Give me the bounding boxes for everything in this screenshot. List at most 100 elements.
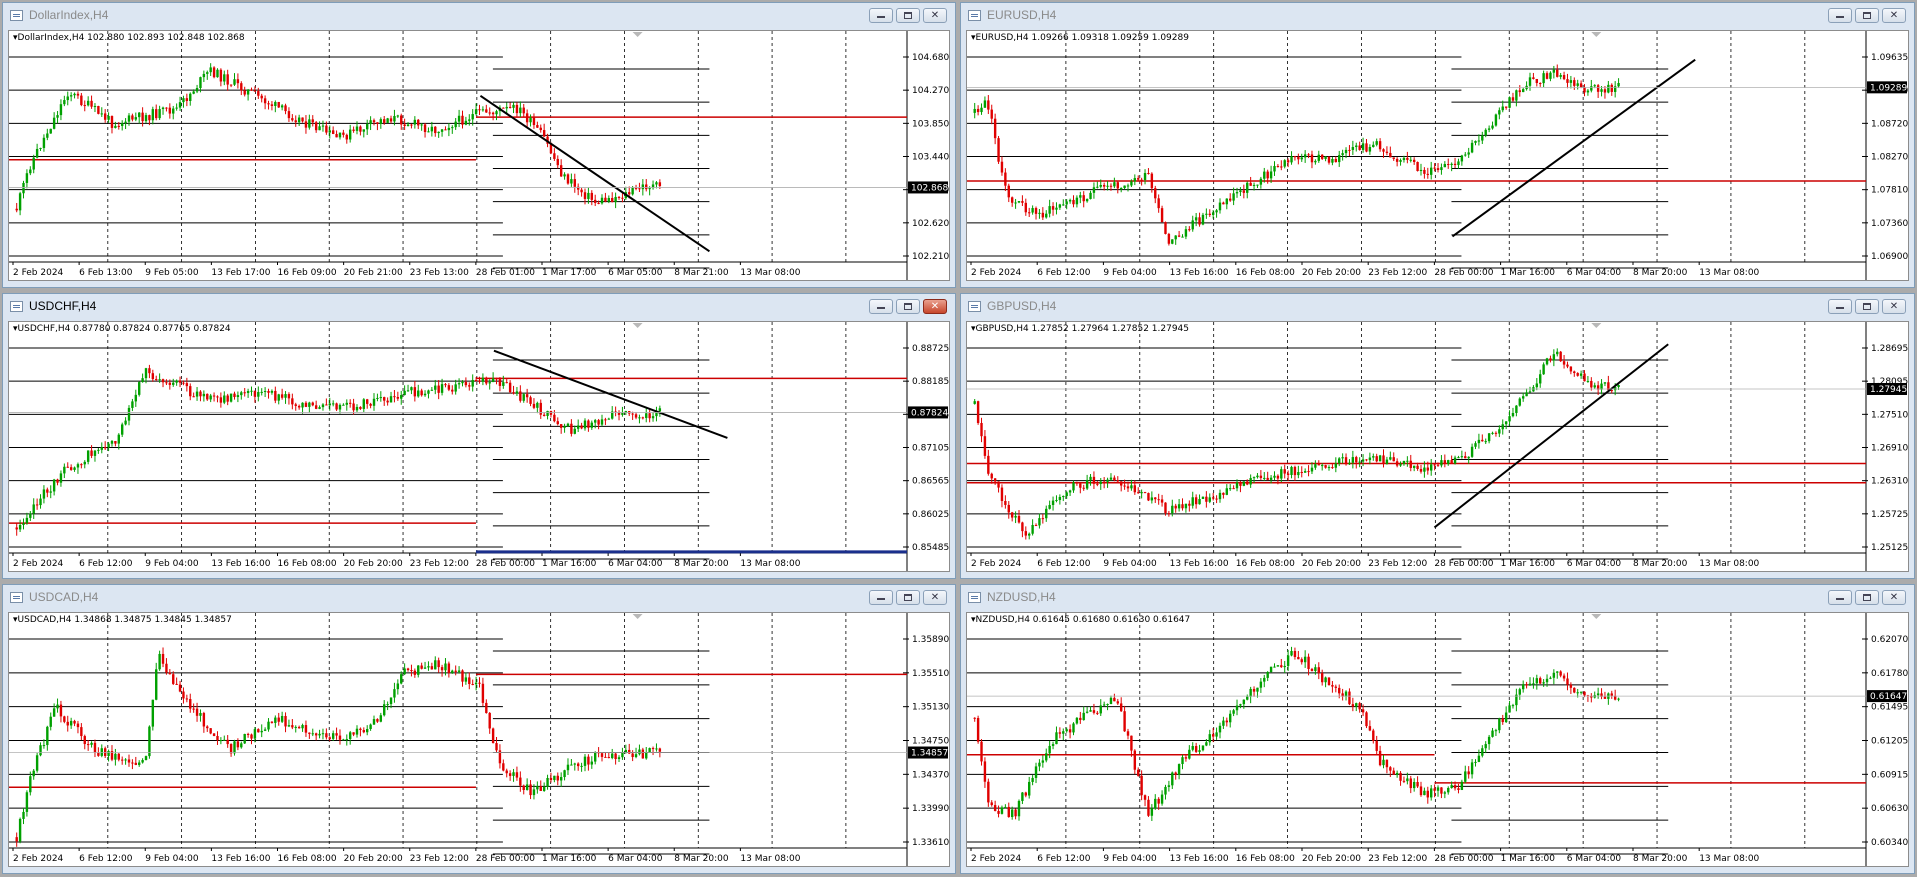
candle-body xyxy=(1072,723,1075,733)
candle-body xyxy=(1338,458,1341,464)
minimize-button[interactable] xyxy=(1828,8,1852,23)
minimize-button[interactable] xyxy=(1828,590,1852,605)
candle-body xyxy=(1102,481,1106,483)
close-button[interactable]: ✕ xyxy=(923,8,947,23)
candle-body xyxy=(1521,89,1525,93)
candle-body xyxy=(1338,687,1341,694)
minimize-button[interactable] xyxy=(1828,299,1852,314)
candle-body xyxy=(257,391,260,397)
candle-body xyxy=(1252,477,1256,479)
candle-body xyxy=(1498,429,1501,434)
maximize-button[interactable] xyxy=(896,8,920,23)
close-button[interactable]: ✕ xyxy=(1882,299,1906,314)
time-label: 20 Feb 20:00 xyxy=(1302,854,1361,864)
time-label: 8 Mar 20:00 xyxy=(674,854,729,864)
time-label: 8 Mar 20:00 xyxy=(1633,559,1688,569)
minimize-button[interactable] xyxy=(869,8,893,23)
candle-body xyxy=(1235,192,1239,194)
candle-body xyxy=(1307,471,1310,473)
chart-window-usdchf[interactable]: USDCHF,H4 ✕ 0.887250.881850.876450.87105… xyxy=(2,293,956,579)
chart-window-eurusd[interactable]: EURUSD,H4 ✕ 1.096351.091801.087201.08270… xyxy=(960,2,1915,288)
candle-body xyxy=(1423,169,1426,174)
title-bar[interactable]: GBPUSD,H4 ✕ xyxy=(961,294,1914,320)
candle-body xyxy=(1596,385,1600,390)
price-chart[interactable]: 1.096351.091801.087201.082701.078101.073… xyxy=(966,30,1909,281)
candle-body xyxy=(1174,505,1177,509)
maximize-button[interactable] xyxy=(896,299,920,314)
candle-body xyxy=(1457,161,1460,166)
candle-body xyxy=(325,733,328,738)
title-bar[interactable]: EURUSD,H4 ✕ xyxy=(961,3,1914,29)
candle-body xyxy=(583,192,587,199)
chart-window-usdcad[interactable]: USDCAD,H4 ✕ 1.35890 1.35510 1.35130 1.34750… xyxy=(2,584,956,874)
candle-body xyxy=(1000,161,1004,173)
candle-body xyxy=(1075,197,1079,205)
title-bar[interactable]: USDCAD,H4 ✕ xyxy=(3,585,955,611)
minimize-button[interactable] xyxy=(869,590,893,605)
close-button[interactable]: ✕ xyxy=(1882,590,1906,605)
trend-line xyxy=(493,349,728,439)
chart-window-nzdusd[interactable]: NZDUSD,H4 ✕ 0.62070 0.61780 0.61495 0.61205… xyxy=(960,584,1915,874)
candle-body xyxy=(505,382,508,384)
candle-body xyxy=(287,725,291,727)
price-chart[interactable]: 1.28695 1.28095 1.27510 1.26910 1.26310 1.257… xyxy=(966,321,1909,572)
candle-body xyxy=(274,390,277,401)
candle-body xyxy=(1487,128,1491,130)
time-label: 9 Feb 04:00 xyxy=(1103,268,1157,278)
candle-body xyxy=(1290,650,1293,656)
candle-body xyxy=(604,197,607,202)
candle-body xyxy=(1211,734,1215,737)
close-button[interactable]: ✕ xyxy=(1882,8,1906,23)
candle-body xyxy=(1539,678,1542,684)
candle-body xyxy=(25,792,29,812)
candle-body xyxy=(185,383,189,387)
candle-body xyxy=(56,704,59,709)
price-tick-label: 0.86025 xyxy=(912,510,949,520)
price-chart[interactable]: 1.35890 1.35510 1.35130 1.34750 1.34370 1.339… xyxy=(8,612,950,867)
maximize-button[interactable] xyxy=(896,590,920,605)
title-bar[interactable]: DollarIndex,H4 ✕ xyxy=(3,3,955,29)
candle-body xyxy=(1365,143,1368,152)
chart-window-gbpusd[interactable]: GBPUSD,H4 ✕ 1.28695 1.28095 1.27510 1.26910… xyxy=(960,293,1915,579)
candle-body xyxy=(348,129,352,140)
maximize-button[interactable] xyxy=(1855,8,1879,23)
price-tick-label: 1.25125 xyxy=(1871,543,1908,553)
candle-body xyxy=(1116,701,1119,704)
time-label: 20 Feb 20:00 xyxy=(1302,268,1361,278)
candle-body xyxy=(1188,229,1191,231)
chart-window-dxy[interactable]: DollarIndex,H4 ✕ 104.680 104.270 103.850 10… xyxy=(2,2,956,288)
candle-body xyxy=(1177,235,1181,237)
maximize-button[interactable] xyxy=(1855,590,1879,605)
price-chart[interactable]: 104.680104.270103.850103.440103.030102.6… xyxy=(8,30,950,281)
candle-body xyxy=(1344,457,1348,465)
candle-body xyxy=(63,466,66,474)
minimize-button[interactable] xyxy=(869,299,893,314)
candle-body xyxy=(1150,808,1154,816)
time-label: 2 Feb 2024 xyxy=(971,268,1022,278)
candle-body xyxy=(1160,794,1164,804)
price-chart[interactable]: 0.62070 0.61780 0.61495 0.61205 0.60915 0.606… xyxy=(966,612,1909,867)
candle-body xyxy=(1085,198,1089,202)
close-button[interactable]: ✕ xyxy=(923,590,947,605)
candle-body xyxy=(267,103,270,105)
candle-body xyxy=(1000,807,1004,814)
candle-body xyxy=(138,382,141,395)
candle-body xyxy=(1099,184,1102,187)
title-bar[interactable]: USDCHF,H4 ✕ xyxy=(3,294,955,320)
candle-body xyxy=(1065,492,1068,497)
candle-body xyxy=(406,124,410,127)
candle-body xyxy=(1576,83,1579,86)
candle-body xyxy=(1603,382,1607,384)
candle-body xyxy=(1246,182,1249,193)
candle-body xyxy=(257,91,260,96)
candle-body xyxy=(539,402,542,415)
time-label: 23 Feb 12:00 xyxy=(1368,268,1427,278)
price-chart[interactable]: 0.887250.881850.876450.871050.865650.860… xyxy=(8,321,950,572)
maximize-button[interactable] xyxy=(1855,299,1879,314)
candle-body xyxy=(260,95,263,99)
symbol-info: DollarIndex,H4 102.880 102.893 102.848 1… xyxy=(13,33,245,43)
title-bar[interactable]: NZDUSD,H4 ✕ xyxy=(961,585,1914,611)
close-button[interactable]: ✕ xyxy=(923,299,947,314)
candle-body xyxy=(447,385,451,390)
candle-body xyxy=(355,406,359,411)
